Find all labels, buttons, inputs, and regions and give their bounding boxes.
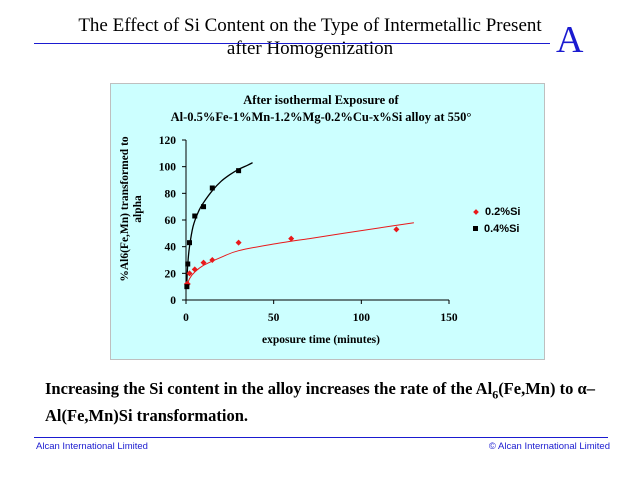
chart-panel: After isothermal Exposure of Al-0.5%Fe-1… (110, 83, 545, 360)
data-point-diamond (200, 259, 207, 266)
data-point-diamond (393, 226, 400, 233)
x-tick-label: 50 (268, 312, 280, 324)
y-tick-label: 120 (159, 135, 177, 147)
chart-title: After isothermal Exposure of Al-0.5%Fe-1… (141, 92, 501, 126)
chart-plot: 0 20 40 60 80 100 120 0 50 100 150 (159, 135, 458, 324)
data-point-diamond (288, 235, 295, 242)
data-point-square (209, 185, 215, 191)
legend-label: 0.2%Si (485, 205, 521, 218)
x-tick-label: 0 (183, 312, 189, 324)
data-point-square (187, 240, 193, 246)
data-point-diamond (186, 270, 193, 277)
caption-main: Increasing the Si content in the alloy i… (45, 379, 493, 398)
legend-item-0-2si: 0.2%Si (473, 203, 520, 220)
y-tick-label: 60 (165, 215, 177, 227)
data-point-square (201, 204, 207, 210)
y-tick-label: 80 (165, 188, 177, 200)
slide-caption: Increasing the Si content in the alloy i… (45, 378, 595, 426)
data-point-square (192, 213, 198, 219)
chart-legend: 0.2%Si 0.4%Si (473, 203, 520, 237)
footer-company: Alcan International Limited (36, 441, 148, 452)
y-tick-label: 40 (165, 242, 177, 254)
chart-title-line1: After isothermal Exposure of (243, 93, 399, 107)
data-point-square (236, 168, 242, 174)
legend-marker-red-diamond (473, 208, 479, 215)
caption-subscript: 6 (492, 387, 499, 402)
chart-subtitle: Al-0.5%Fe-1%Mn-1.2%Mg-0.2%Cu-x%Si alloy … (170, 110, 472, 124)
slide-title: The Effect of Si Content on the Type of … (78, 15, 542, 59)
caption-rest: (Fe,Mn) to α–Al(Fe,Mn)Si transformation. (45, 379, 595, 426)
data-point-diamond (209, 257, 216, 263)
y-tick-label: 100 (159, 162, 177, 174)
data-point-square (184, 284, 190, 290)
legend-marker-black-square (473, 226, 478, 231)
legend-label: 0.4%Si (484, 222, 520, 235)
footer-divider (34, 437, 608, 438)
slide-letter: A (556, 19, 584, 61)
title-divider (34, 43, 550, 44)
y-tick-label: 20 (165, 268, 177, 280)
legend-item-0-4si: 0.4%Si (473, 220, 520, 237)
data-point-diamond (235, 239, 242, 246)
y-tick-label: 0 (170, 295, 176, 307)
data-point-square (185, 261, 191, 267)
data-point-diamond (191, 266, 198, 273)
y-axis-label: %Al6(Fe,Mn) transformed to alpha (119, 136, 144, 282)
footer-copyright: © Alcan International Limited (488, 441, 610, 452)
trendline-02si (186, 222, 414, 287)
x-tick-label: 150 (440, 312, 458, 324)
x-axis-label: exposure time (minutes) (262, 334, 380, 346)
x-tick-label: 100 (353, 312, 371, 324)
trendline-04si (186, 162, 253, 282)
